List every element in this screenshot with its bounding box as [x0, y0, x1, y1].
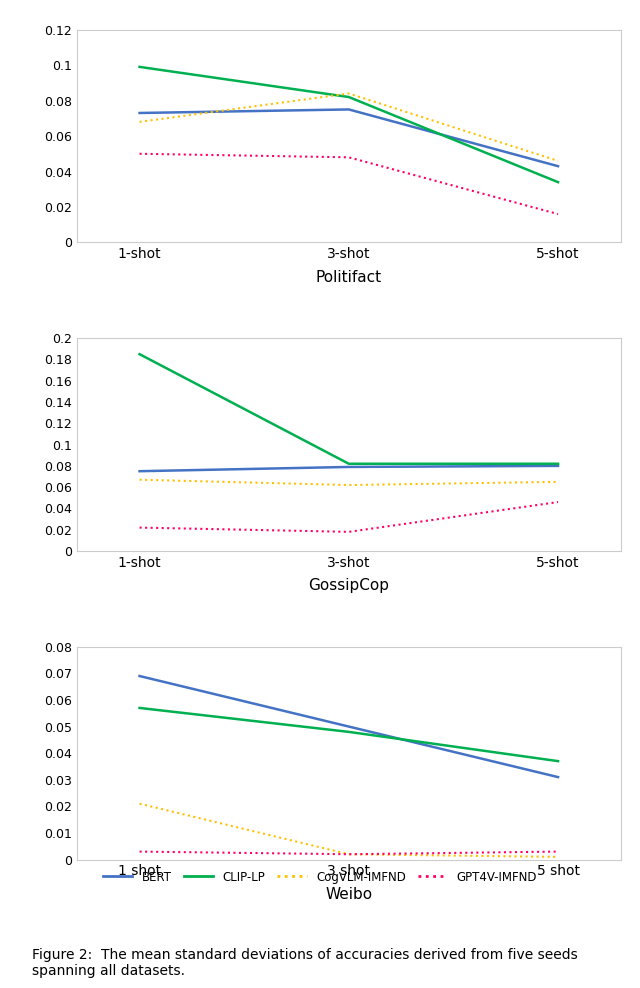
X-axis label: GossipCop: GossipCop — [308, 578, 389, 593]
Text: Figure 2:  The mean standard deviations of accuracies derived from five seeds
sp: Figure 2: The mean standard deviations o… — [32, 947, 578, 978]
X-axis label: Weibo: Weibo — [325, 887, 372, 902]
Legend: BERT, CLIP-LP, CogVLM-IMFND, GPT4V-IMFND: BERT, CLIP-LP, CogVLM-IMFND, GPT4V-IMFND — [98, 865, 542, 888]
X-axis label: Politifact: Politifact — [316, 270, 382, 285]
